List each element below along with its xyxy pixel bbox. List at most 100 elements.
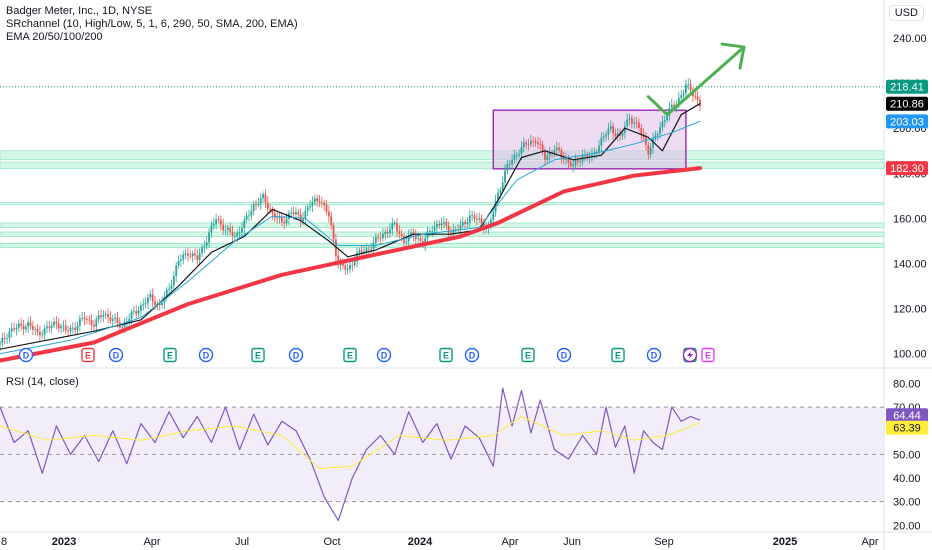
candle-body [680,95,683,98]
candle-body [276,218,279,219]
candle-body [391,223,394,230]
candle-body [318,201,321,203]
candle-body [24,326,27,330]
price-tick-label: 240.00 [893,33,927,45]
dividend-marker: D [464,347,480,363]
candle-body [233,236,236,238]
candle-body [285,218,288,224]
earnings-box [81,347,95,363]
candle-body [31,325,34,330]
candle-body [201,247,203,254]
dividend-circle [556,347,572,363]
candle-body [518,154,521,156]
candle-body [384,231,387,234]
candle-body [428,231,431,233]
candle-body [628,118,631,120]
candle-body [616,133,619,136]
candle-body [558,147,560,151]
time-tick-label: 2025 [773,536,797,548]
candle-body [647,145,650,155]
candle-body [417,238,420,240]
time-axis[interactable]: 8 2023 Apr Jul Oct 2024 Apr Jun Sep 2025 Apr [1,536,879,548]
candle-body [513,155,516,160]
candle-body [447,225,450,233]
earnings-box [251,347,265,363]
candle-body [10,328,13,332]
candle-body [245,215,248,220]
candle-body [215,219,218,224]
candle-body [649,147,652,155]
candle-body [638,122,640,129]
earnings-letter: E [347,351,353,361]
candle-body [426,231,429,239]
candle-body [219,219,222,225]
candle-body [473,215,476,219]
candle-body [271,209,274,214]
candle-body [344,265,347,270]
rsi-tick-label: 50.00 [893,449,921,461]
candle-body [74,327,77,331]
earnings-letter: E [443,351,449,361]
candle-body [696,96,699,100]
candle-body [283,221,286,224]
candle-body [478,218,481,220]
time-tick-label: Oct [323,536,340,548]
candle-body [501,182,504,191]
dividend-letter: D [561,351,568,361]
candle-body [633,122,636,124]
price-tick-label: 120.00 [893,304,927,316]
dividend-circle [18,347,34,363]
earnings-box [343,347,357,363]
candle-body [88,319,91,321]
candle-body [313,198,316,202]
candle-body [506,164,509,171]
time-tick-label: 2024 [408,536,433,548]
candle-body [666,115,669,121]
candle-body [46,326,48,329]
candle-body [548,152,551,156]
time-tick-label: 8 [1,536,7,548]
candle-body [62,325,65,327]
candle-body [630,118,633,124]
earnings-letter: E [615,351,621,361]
price-label-text: 210.86 [890,99,924,111]
candle-body [492,212,495,220]
candle-body [109,317,112,321]
candle-body [586,154,589,158]
candle-body [229,227,232,232]
candle-body [349,264,351,270]
candle-body [250,210,253,216]
candle-body [410,232,412,236]
rsi-label-box [886,408,928,423]
candle-body [614,133,617,136]
candle-body [699,99,701,107]
candle-body [95,319,98,327]
candle-body [13,328,15,330]
candle-body [414,235,417,240]
dividend-marker: D [288,347,304,363]
currency-button[interactable]: USD [888,5,924,21]
candle-body [50,325,53,328]
candle-body [471,215,474,217]
earnings-letter: E [525,351,531,361]
rsi-label-text: 64.44 [893,410,921,422]
time-tick-label: Jun [563,536,581,548]
candle-body [424,238,427,246]
candle-body [515,155,518,156]
candle-body [685,84,687,93]
candle-body [255,204,257,205]
candle-body [165,289,168,297]
candle-body [607,128,610,135]
candle-body [541,144,544,152]
candle-body [663,120,666,122]
candle-body [600,137,603,146]
dividend-marker: D [108,347,124,363]
candle-body [358,250,361,253]
candle-body [231,231,234,237]
rsi-tick-label: 30.00 [893,497,921,509]
candle-body [132,311,135,312]
candle-body [76,325,79,331]
candle-body [591,153,593,157]
